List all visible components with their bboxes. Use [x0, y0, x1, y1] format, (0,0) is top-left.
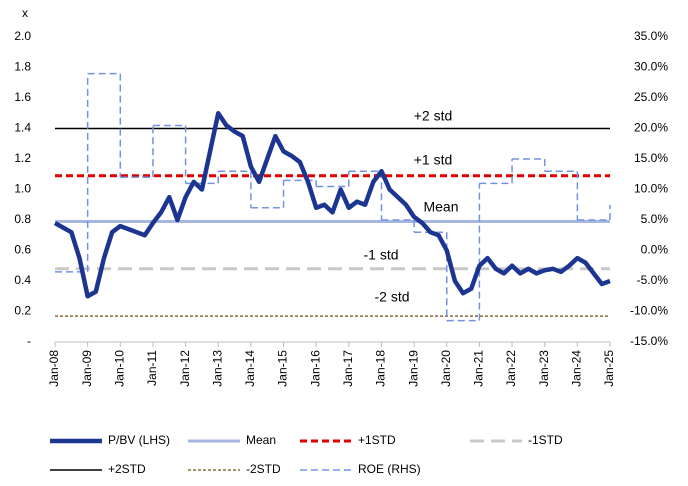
legend-label: ROE (RHS) — [358, 462, 421, 476]
y-tick-label: 1.4 — [14, 121, 31, 135]
x-tick-label: Jan-11 — [145, 350, 159, 386]
legend-entry: ROE (RHS) — [300, 462, 421, 476]
y-axis-label: x — [22, 6, 28, 20]
y2-tick-label: 30.0% — [634, 60, 668, 74]
legend-label: P/BV (LHS) — [108, 433, 170, 447]
x-tick-label: Jan-08 — [47, 350, 61, 387]
y2-tick-label: 10.0% — [634, 182, 668, 196]
annotation: -1 std — [363, 247, 398, 263]
y-tick-label: 0.8 — [14, 212, 31, 226]
x-tick-label: Jan-19 — [406, 350, 420, 387]
y2-tick-label: 20.0% — [634, 121, 668, 135]
y2-tick-label: 15.0% — [634, 151, 668, 165]
legend-label: +1STD — [358, 433, 396, 447]
y-tick-label: 1.8 — [14, 60, 31, 74]
y2-tick-label: 0.0% — [641, 243, 669, 257]
y-tick-label: 2.0 — [14, 29, 31, 43]
y2-tick-label: -15.0% — [630, 334, 668, 348]
x-tick-label: Jan-13 — [210, 350, 224, 387]
y-tick-label: 1.6 — [14, 90, 31, 104]
x-tick-label: Jan-17 — [341, 350, 355, 387]
y2-tick-label: -10.0% — [630, 304, 668, 318]
legend-label: -1STD — [528, 433, 563, 447]
legend-entry: Mean — [188, 433, 276, 447]
x-tick-label: Jan-14 — [243, 350, 257, 387]
annotation: +2 std — [414, 108, 453, 124]
legend-entry: +1STD — [300, 433, 396, 447]
legend-entry: -2STD — [188, 462, 281, 476]
x-tick-label: Jan-25 — [602, 350, 616, 387]
x-tick-label: Jan-10 — [112, 350, 126, 387]
y-tick-label: 1.0 — [14, 182, 31, 196]
x-tick-label: Jan-16 — [308, 350, 322, 387]
x-tick-label: Jan-12 — [178, 350, 192, 387]
legend-entry: +2STD — [50, 462, 146, 476]
y2-tick-label: -5.0% — [637, 273, 669, 287]
legend-label: +2STD — [108, 462, 146, 476]
x-tick-label: Jan-15 — [276, 350, 290, 387]
y2-tick-label: 5.0% — [641, 212, 669, 226]
y-tick-label: - — [27, 334, 31, 348]
series-line — [53, 111, 611, 299]
y-tick-label: 0.6 — [14, 243, 31, 257]
x-tick-label: Jan-22 — [504, 350, 518, 387]
x-tick-label: Jan-20 — [439, 350, 453, 387]
x-tick-label: Jan-21 — [472, 350, 486, 387]
legend-entry: -1STD — [470, 433, 563, 447]
y-tick-label: 1.2 — [14, 151, 31, 165]
y2-tick-label: 35.0% — [634, 29, 668, 43]
annotation: Mean — [423, 199, 458, 215]
annotation: -2 std — [374, 289, 409, 305]
legend-entry: P/BV (LHS) — [50, 433, 170, 447]
x-tick-label: Jan-09 — [80, 350, 94, 387]
x-tick-label: Jan-24 — [570, 350, 584, 387]
y-tick-label: 0.4 — [14, 273, 31, 287]
y2-tick-label: 25.0% — [634, 90, 668, 104]
y-tick-label: 0.2 — [14, 304, 31, 318]
x-tick-label: Jan-23 — [537, 350, 551, 387]
legend-label: Mean — [246, 433, 276, 447]
x-tick-label: Jan-18 — [374, 350, 388, 387]
annotation: +1 std — [414, 152, 453, 168]
legend-label: -2STD — [246, 462, 281, 476]
